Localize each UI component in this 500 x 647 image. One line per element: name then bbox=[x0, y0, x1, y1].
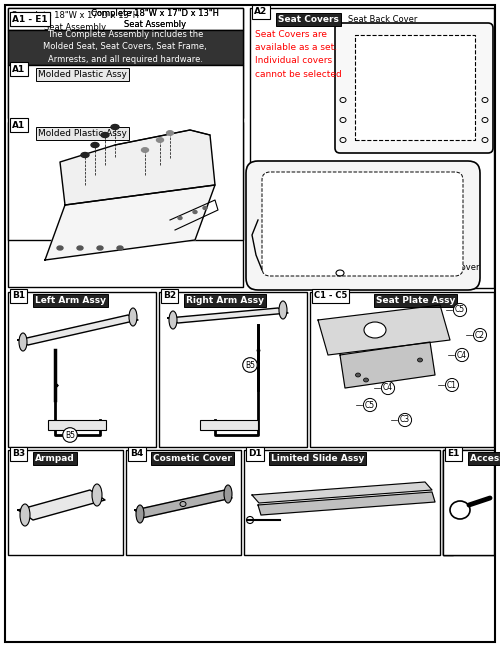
Text: B4: B4 bbox=[130, 450, 143, 459]
Bar bbox=[8, 8, 243, 63]
Text: A1 - E1: A1 - E1 bbox=[12, 14, 48, 23]
Text: C5: C5 bbox=[455, 305, 465, 314]
Text: Cosmetic Cover: Cosmetic Cover bbox=[153, 454, 232, 463]
Text: B2: B2 bbox=[163, 292, 176, 300]
Bar bbox=[159, 292, 307, 447]
Text: C2: C2 bbox=[475, 331, 485, 340]
Ellipse shape bbox=[136, 505, 144, 523]
Bar bbox=[8, 8, 243, 30]
Text: Complete 18"W x 17"D x 13"H
Seat Assembly: Complete 18"W x 17"D x 13"H Seat Assembl… bbox=[11, 11, 139, 32]
Ellipse shape bbox=[77, 246, 83, 250]
Text: Armpad: Armpad bbox=[35, 454, 75, 463]
Text: B1: B1 bbox=[12, 292, 25, 300]
Text: Molded Plastic Assy: Molded Plastic Assy bbox=[38, 70, 127, 79]
Text: B3: B3 bbox=[12, 450, 25, 459]
Ellipse shape bbox=[224, 485, 232, 503]
Ellipse shape bbox=[364, 322, 386, 338]
Text: Accessory Pin: Accessory Pin bbox=[470, 454, 500, 463]
Polygon shape bbox=[18, 315, 138, 345]
Text: A1: A1 bbox=[12, 120, 25, 129]
Bar bbox=[126, 450, 241, 555]
Ellipse shape bbox=[91, 142, 99, 148]
Text: C4: C4 bbox=[457, 351, 467, 360]
Text: A1 - E1: A1 - E1 bbox=[12, 14, 48, 23]
Polygon shape bbox=[60, 130, 215, 205]
Ellipse shape bbox=[193, 210, 197, 214]
Ellipse shape bbox=[178, 217, 182, 219]
Bar bbox=[443, 450, 494, 555]
Bar bbox=[8, 450, 123, 555]
FancyBboxPatch shape bbox=[335, 23, 493, 153]
Text: C1 - C5: C1 - C5 bbox=[314, 292, 348, 300]
Ellipse shape bbox=[92, 484, 102, 506]
Bar bbox=[443, 450, 453, 555]
Polygon shape bbox=[252, 482, 432, 503]
Ellipse shape bbox=[129, 308, 137, 326]
Text: D1: D1 bbox=[248, 450, 262, 459]
Bar bbox=[8, 63, 243, 118]
Text: Molded Plastic Assy: Molded Plastic Assy bbox=[38, 129, 127, 138]
Polygon shape bbox=[45, 185, 215, 260]
Bar bbox=[200, 420, 258, 430]
Text: The Complete Assembly includes the
Molded Seat, Seat Covers, Seat Frame,
Armrest: The Complete Assembly includes the Molde… bbox=[43, 30, 207, 64]
Text: C5: C5 bbox=[365, 400, 375, 410]
Bar bbox=[8, 122, 243, 287]
Bar bbox=[250, 8, 494, 288]
Polygon shape bbox=[18, 490, 105, 520]
Ellipse shape bbox=[203, 206, 207, 210]
Ellipse shape bbox=[364, 378, 368, 382]
Text: B5: B5 bbox=[65, 430, 75, 439]
FancyBboxPatch shape bbox=[262, 172, 463, 276]
Ellipse shape bbox=[418, 358, 422, 362]
Ellipse shape bbox=[356, 373, 360, 377]
Polygon shape bbox=[340, 342, 435, 388]
Text: Seat Back Cover: Seat Back Cover bbox=[348, 14, 418, 23]
Text: Seat Covers are
available as a set.
Individual covers
cannot be selected: Seat Covers are available as a set. Indi… bbox=[255, 30, 342, 78]
Text: C1: C1 bbox=[447, 380, 457, 389]
Ellipse shape bbox=[20, 504, 30, 526]
Text: C3: C3 bbox=[400, 415, 410, 424]
Text: B5: B5 bbox=[245, 360, 255, 369]
Bar bbox=[8, 65, 243, 240]
Text: Complete 18"W x 17"D x 13"H
Seat Assembly: Complete 18"W x 17"D x 13"H Seat Assembl… bbox=[91, 9, 219, 28]
Text: E1: E1 bbox=[447, 450, 460, 459]
Text: A2: A2 bbox=[254, 8, 267, 17]
Polygon shape bbox=[318, 305, 450, 355]
Text: Seat Base Cover: Seat Base Cover bbox=[410, 263, 480, 272]
Text: The Complete Assembly includes the
Molded Seat, Seat Covers, Seat Frame,
Armrest: The Complete Assembly includes the Molde… bbox=[43, 73, 207, 107]
Bar bbox=[244, 450, 440, 555]
Ellipse shape bbox=[101, 133, 109, 138]
Ellipse shape bbox=[117, 246, 123, 250]
Text: Seat Plate Assy: Seat Plate Assy bbox=[376, 296, 456, 305]
Ellipse shape bbox=[19, 333, 27, 351]
Text: Right Arm Assy: Right Arm Assy bbox=[186, 296, 264, 305]
Text: Seat Covers: Seat Covers bbox=[278, 15, 339, 24]
Bar bbox=[310, 292, 494, 447]
Text: C4: C4 bbox=[383, 384, 393, 393]
Ellipse shape bbox=[81, 153, 89, 157]
Ellipse shape bbox=[279, 301, 287, 319]
Bar bbox=[443, 450, 494, 555]
Ellipse shape bbox=[97, 246, 103, 250]
Text: Limited Slide Assy: Limited Slide Assy bbox=[271, 454, 364, 463]
Ellipse shape bbox=[166, 131, 173, 135]
Polygon shape bbox=[258, 492, 435, 515]
Ellipse shape bbox=[142, 148, 148, 152]
FancyBboxPatch shape bbox=[246, 161, 480, 290]
Polygon shape bbox=[135, 490, 232, 518]
Bar bbox=[48, 420, 106, 430]
Text: A1: A1 bbox=[12, 65, 25, 74]
Text: Complete 18"W x 17"D x 13"H
Seat Assembly: Complete 18"W x 17"D x 13"H Seat Assembl… bbox=[91, 8, 219, 29]
Text: Left Arm Assy: Left Arm Assy bbox=[35, 296, 106, 305]
Bar bbox=[355, 35, 475, 140]
Ellipse shape bbox=[57, 246, 63, 250]
Polygon shape bbox=[168, 308, 288, 323]
Bar bbox=[8, 292, 156, 447]
Bar bbox=[8, 30, 243, 65]
Ellipse shape bbox=[111, 124, 119, 129]
Ellipse shape bbox=[156, 138, 164, 142]
Ellipse shape bbox=[169, 311, 177, 329]
